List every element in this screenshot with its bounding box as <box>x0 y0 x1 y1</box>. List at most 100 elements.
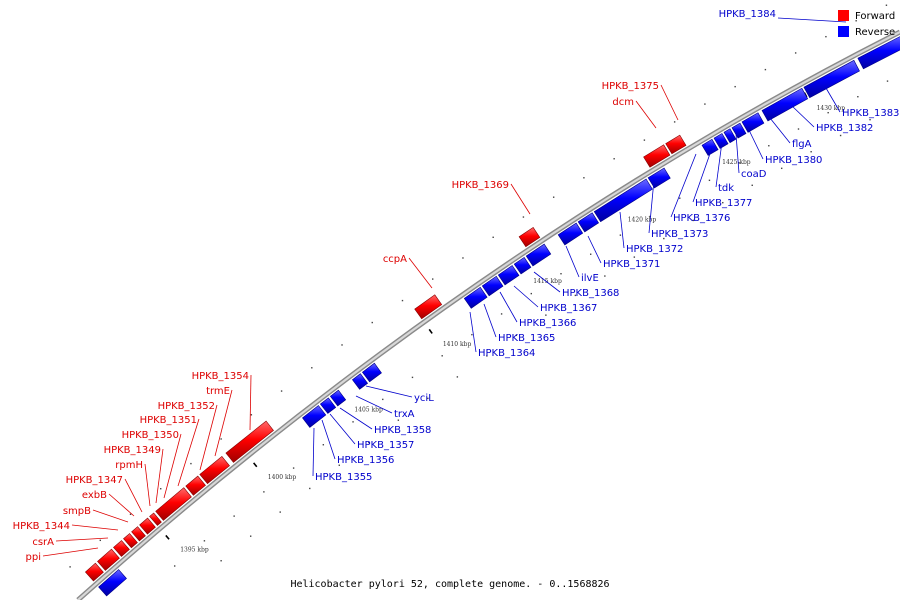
scale-tick-label: 1410 kbp <box>443 341 472 348</box>
gene-label: HPKB_1373 <box>651 229 708 240</box>
leader-line <box>648 179 655 234</box>
reverse-gene <box>319 397 337 414</box>
gene-label: HPKB_1380 <box>765 155 822 166</box>
leader-line <box>55 537 109 542</box>
track-dot <box>797 128 800 130</box>
leader-line <box>124 478 143 513</box>
legend: Forward Reverse <box>838 10 895 38</box>
forward-gene <box>84 562 104 582</box>
track-dot <box>839 134 842 137</box>
reverse-gene <box>593 178 653 223</box>
gene-label: HPKB_1383 <box>842 108 899 119</box>
reverse-gene <box>713 133 729 149</box>
leader-line <box>312 427 315 477</box>
gene-label: HPKB_1372 <box>626 244 683 255</box>
track-dot <box>471 333 473 336</box>
track-dot <box>692 219 694 222</box>
gene-label: HPKB_1376 <box>673 213 730 224</box>
reverse-gene <box>302 405 327 428</box>
gene-label: HPKB_1368 <box>562 288 619 299</box>
gene-label: HPKB_1352 <box>158 401 215 412</box>
leader-line <box>355 395 393 414</box>
gene-label: HPKB_1356 <box>337 455 394 466</box>
track-dot <box>604 275 606 277</box>
track-dot <box>704 103 706 105</box>
track-dot <box>129 513 132 515</box>
leader-line <box>777 17 847 23</box>
track-dot <box>649 215 651 218</box>
gene-label: HPKB_1377 <box>695 198 752 209</box>
gene-features <box>84 36 900 597</box>
track-dot <box>492 236 494 238</box>
track-dot <box>220 560 222 562</box>
track-dot <box>722 201 724 204</box>
track-dot <box>309 487 311 490</box>
track-dot <box>780 167 783 170</box>
scale-tick-label: 1405 kbp <box>354 406 383 413</box>
gene-label: HPKB_1366 <box>519 318 576 329</box>
legend-swatch-forward <box>838 10 849 21</box>
leader-line <box>715 141 723 188</box>
leader-line <box>619 211 625 249</box>
track-dot <box>263 491 265 493</box>
forward-gene <box>414 294 443 320</box>
reverse-gene <box>361 362 382 383</box>
leader-line <box>660 84 679 121</box>
track-dot <box>869 118 871 121</box>
forward-gene <box>225 420 274 463</box>
gene-label: HPKB_1344 <box>13 521 70 532</box>
track-dot <box>280 390 283 392</box>
scale-tick <box>428 328 433 334</box>
scale-tick-label: 1425 kbp <box>722 159 751 166</box>
leader-line <box>408 257 433 289</box>
forward-gene <box>139 517 156 535</box>
track-dot <box>663 237 665 240</box>
track-dot <box>397 419 400 421</box>
track-dot <box>368 441 370 444</box>
leader-line <box>587 235 602 264</box>
track-dot <box>530 292 532 295</box>
reverse-gene <box>351 373 369 390</box>
leader-line <box>469 311 477 353</box>
track-dot <box>619 234 622 236</box>
gene-label: ppi <box>26 552 41 563</box>
forward-gene <box>643 144 671 168</box>
leader-line <box>692 147 713 203</box>
leader-line <box>199 404 218 471</box>
leader-line <box>513 285 539 308</box>
track-dot <box>679 197 681 199</box>
gene-label: coaD <box>741 169 767 180</box>
forward-gene <box>155 487 192 521</box>
gene-label: HPKB_1358 <box>374 425 431 436</box>
leader-line <box>747 127 764 160</box>
reverse-gene <box>803 59 860 99</box>
leader-line <box>510 183 531 215</box>
leader-line <box>92 509 129 523</box>
track-dot <box>338 464 340 466</box>
track-dot <box>515 334 518 337</box>
gene-label: ilvE <box>581 273 599 284</box>
track-dot <box>99 539 102 542</box>
track-dot <box>427 397 429 400</box>
track-dot <box>574 294 577 297</box>
forward-gene <box>185 475 206 496</box>
track-dot <box>633 256 636 258</box>
leader-line <box>144 463 151 507</box>
track-dot <box>738 162 740 164</box>
gene-label: HPKB_1355 <box>315 472 372 483</box>
track-dot <box>545 314 547 316</box>
reverse-gene <box>497 265 520 286</box>
forward-gene <box>113 540 130 557</box>
leader-line <box>533 271 561 293</box>
forward-gene <box>97 548 120 571</box>
track-dot <box>249 535 252 537</box>
caption: Helicobacter pylori 52, complete genome.… <box>290 579 609 590</box>
scale-tick-label: 1420 kbp <box>628 216 657 223</box>
leader-line <box>769 117 791 144</box>
leader-line <box>735 133 740 174</box>
track-dot <box>768 145 770 147</box>
track-dot <box>751 184 753 187</box>
forward-gene <box>665 134 687 155</box>
gene-label: HPKB_1350 <box>122 430 179 441</box>
track-dot <box>857 96 859 98</box>
